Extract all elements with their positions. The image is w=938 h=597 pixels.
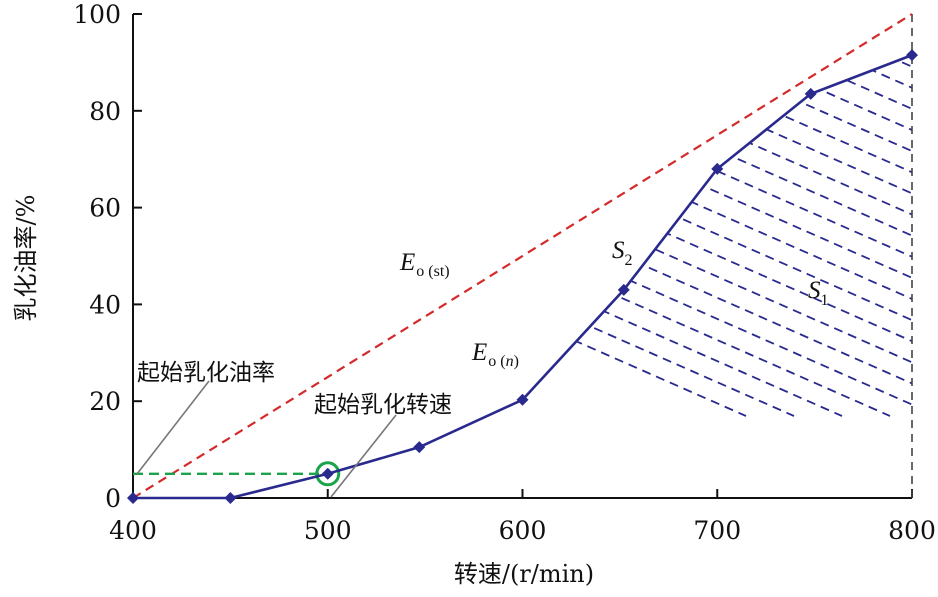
series-line-eo-n (133, 53, 913, 500)
hatch-line (613, 55, 912, 417)
data-point-marker (906, 49, 918, 62)
x-tick-label: 500 (304, 516, 352, 545)
data-point-marker (321, 467, 334, 480)
hatch-line (853, 55, 912, 417)
y-tick-label: 80 (89, 97, 121, 126)
eo-n-label: Eo (n) (471, 339, 519, 370)
hatch-line (469, 55, 912, 417)
y-tick-label: 100 (73, 0, 121, 29)
data-point-marker (516, 393, 529, 406)
ideal-line-eo-st (132, 13, 913, 499)
hatch-line (565, 55, 912, 417)
y-tick-label: 0 (105, 484, 121, 513)
s2-label: S2 (612, 237, 633, 269)
data-point-marker (711, 162, 724, 175)
ideal-line-layer (132, 13, 913, 499)
hatch-line (327, 55, 912, 417)
hatch-line (327, 55, 912, 417)
y-tick-label: 20 (89, 387, 121, 416)
hatch-line (661, 55, 912, 417)
y-axis-label: 乳化油率/% (12, 195, 40, 322)
hatch-line (517, 55, 912, 417)
data-point-marker (224, 492, 237, 504)
onset-rate-label: 起始乳化油率 (137, 360, 275, 386)
data-point-marker (617, 283, 630, 296)
hatch-line (373, 55, 912, 417)
onset-speed-label: 起始乳化转速 (314, 392, 452, 418)
hatch-line (709, 55, 912, 417)
data-point-marker (127, 492, 139, 504)
data-point-marker (804, 87, 817, 100)
y-tick-label: 60 (89, 194, 121, 223)
s1-label: S1 (808, 277, 829, 309)
x-tick-label: 600 (499, 516, 547, 545)
s1-hatch-region (327, 55, 912, 417)
hatch-line (327, 55, 843, 417)
axes: 0 20 40 60 80 100 400 500 600 700 800 (73, 0, 936, 545)
onset-point-circle (315, 461, 341, 487)
x-axis-label: 转速/(r/min) (454, 560, 594, 588)
series-layer (127, 49, 918, 504)
onset-speed-leader-line (330, 414, 397, 498)
hatch-line (805, 55, 912, 417)
onset-layer (133, 461, 341, 487)
data-point-marker (413, 441, 426, 454)
hatch-line (327, 55, 912, 417)
eo-st-label: Eo (st) (399, 249, 450, 280)
onset-rate-leader-line (136, 380, 210, 475)
hatch-line (901, 55, 912, 417)
x-tick-label: 400 (109, 516, 157, 545)
y-tick-label: 40 (89, 290, 121, 319)
x-tick-label: 800 (888, 516, 936, 545)
x-tick-label: 700 (693, 516, 741, 545)
